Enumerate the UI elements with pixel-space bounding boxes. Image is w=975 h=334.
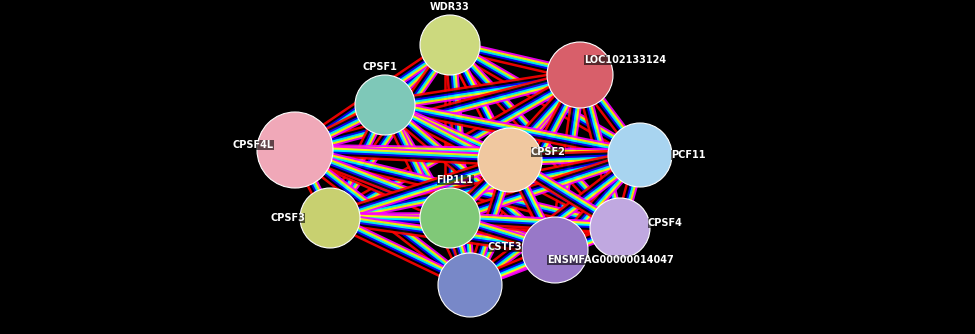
Ellipse shape bbox=[355, 75, 415, 135]
Ellipse shape bbox=[547, 42, 613, 108]
Ellipse shape bbox=[478, 128, 542, 192]
Ellipse shape bbox=[590, 198, 650, 258]
Text: CPSF4L: CPSF4L bbox=[232, 140, 274, 150]
Ellipse shape bbox=[420, 15, 480, 75]
Ellipse shape bbox=[438, 253, 502, 317]
Ellipse shape bbox=[522, 217, 588, 283]
Text: LOC102133124: LOC102133124 bbox=[584, 55, 666, 65]
Text: ENSMFAG00000014047: ENSMFAG00000014047 bbox=[547, 255, 674, 265]
Text: PCF11: PCF11 bbox=[671, 150, 705, 160]
Text: WDR33: WDR33 bbox=[430, 2, 470, 12]
Text: CSTF3: CSTF3 bbox=[488, 242, 523, 252]
Text: CPSF2: CPSF2 bbox=[530, 147, 566, 157]
Ellipse shape bbox=[608, 123, 672, 187]
Text: CPSF3: CPSF3 bbox=[271, 213, 305, 223]
Ellipse shape bbox=[420, 188, 480, 248]
Text: CPSF4: CPSF4 bbox=[647, 218, 682, 228]
Ellipse shape bbox=[300, 188, 360, 248]
Text: FIP1L1: FIP1L1 bbox=[437, 175, 474, 185]
Ellipse shape bbox=[257, 112, 333, 188]
Text: CPSF1: CPSF1 bbox=[363, 62, 398, 72]
